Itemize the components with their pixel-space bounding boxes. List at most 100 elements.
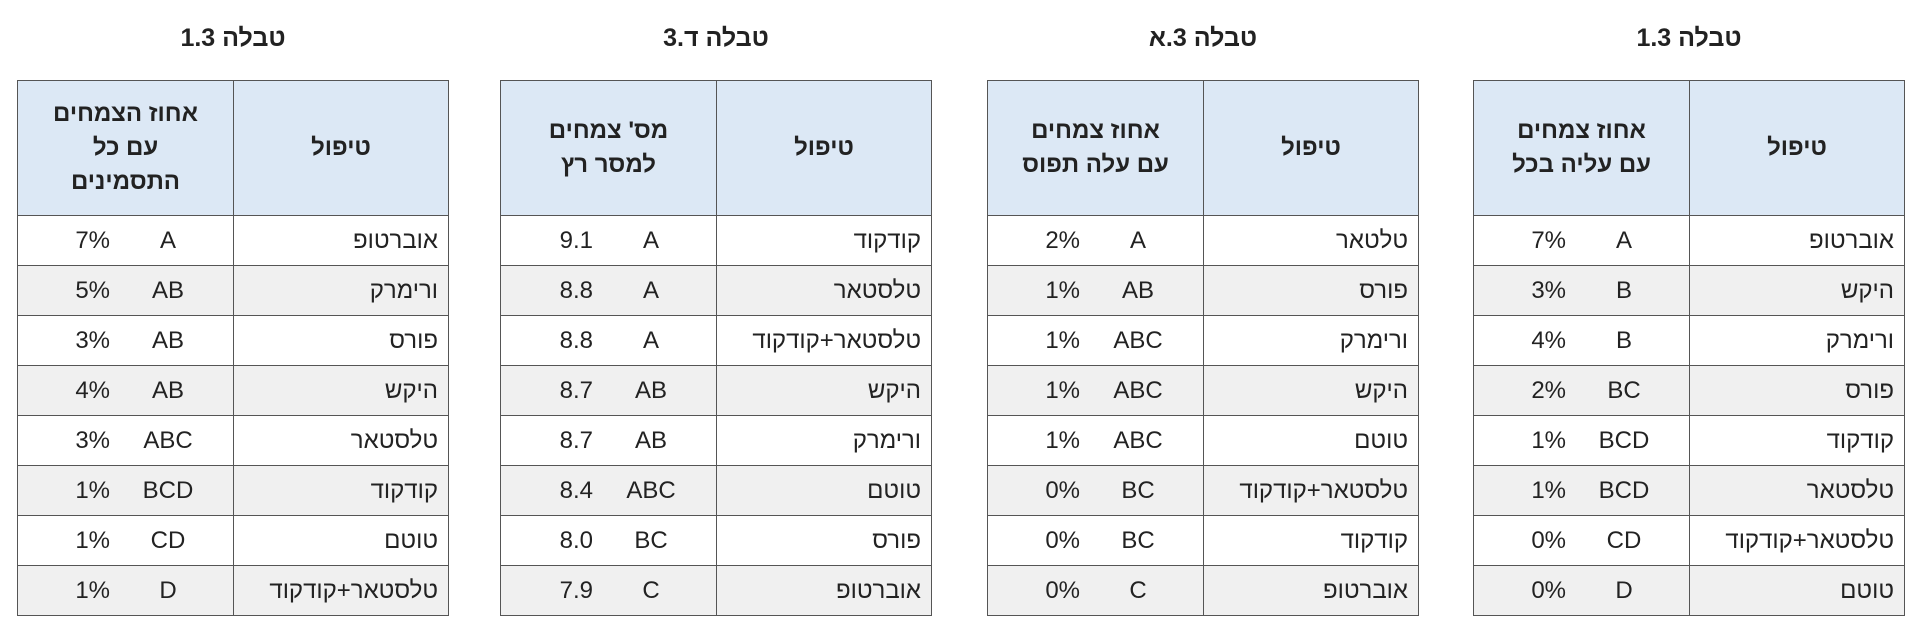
table-row: טלסטאר A 8.8 <box>501 265 931 315</box>
table: טיפול אחוז צמחים עם עלה תפוס טלטאר A 2% פורס AB… <box>987 80 1419 616</box>
metric-cell: CD 0% <box>1474 516 1689 565</box>
treatment-cell: היקש <box>1689 266 1904 315</box>
header-row: טיפול אחוז צמחים עם עלה תפוס <box>988 81 1418 215</box>
metric-value: 8.7 <box>559 377 593 404</box>
metric-value: 1% <box>75 577 110 604</box>
metric-value: 4% <box>75 377 110 404</box>
metric-cell: BC 0% <box>988 466 1203 515</box>
metric-value: 1% <box>1045 377 1080 404</box>
header-row: טיפול מס' צמחים למסר רץ <box>501 81 931 215</box>
table-row: קודקוד A 9.1 <box>501 215 931 265</box>
metric-cell: B 3% <box>1474 266 1689 315</box>
table-row: ורימרק AB 8.7 <box>501 415 931 465</box>
metric-cell: AB 3% <box>18 316 233 365</box>
header-line: עם עלה תפוס <box>1022 151 1169 178</box>
header-cell: אחוז צמחים עם עליה בכל <box>1474 81 1689 215</box>
metric-value: 8.8 <box>559 327 593 354</box>
treatment-cell: קודקוד <box>1203 516 1418 565</box>
metric-cell: AB 1% <box>988 266 1203 315</box>
metric-cell: ABC 1% <box>988 316 1203 365</box>
metric-cell: A 8.8 <box>501 266 716 315</box>
group-letter: A <box>1129 227 1146 254</box>
table-row: פורס AB 1% <box>988 265 1418 315</box>
metric-cell: AB 4% <box>18 366 233 415</box>
metric-value: 0% <box>1531 577 1566 604</box>
treatment-cell: טלטאר <box>1203 216 1418 265</box>
metric-cell: ABC 3% <box>18 416 233 465</box>
table-row: טלסטאר ABC 3% <box>18 415 448 465</box>
table-row: טוטם ABC 1% <box>988 415 1418 465</box>
table-row: טלסטאר BCD 1% <box>1474 465 1904 515</box>
header-line: התסמינים <box>70 168 181 195</box>
table-block: טבלה 3.א טיפול אחוז צמחים עם עלה תפוס טלטאר A… <box>987 0 1419 640</box>
table-row: אוברטופ C 0% <box>988 565 1418 615</box>
metric-value: 0% <box>1045 477 1080 504</box>
metric-cell: A 7% <box>1474 216 1689 265</box>
treatment-cell: טוטם <box>1689 566 1904 615</box>
treatment-cell: טלסטאר+קודקוד <box>716 316 931 365</box>
treatment-cell: ורימרק <box>716 416 931 465</box>
treatment-cell: פורס <box>233 316 448 365</box>
group-letter: A <box>642 277 659 304</box>
header-cell: מס' צמחים למסר רץ <box>501 81 716 215</box>
metric-value: 7% <box>75 227 110 254</box>
group-letter: ABC <box>1113 327 1163 354</box>
treatment-cell: היקש <box>716 366 931 415</box>
table-row: היקש AB 8.7 <box>501 365 931 415</box>
treatment-cell: טלסטאר <box>716 266 931 315</box>
group-letter: BCD <box>142 477 194 504</box>
table-row: היקש AB 4% <box>18 365 448 415</box>
group-letter: BCD <box>1598 477 1650 504</box>
metric-cell: BC 2% <box>1474 366 1689 415</box>
metric-cell: BCD 1% <box>1474 466 1689 515</box>
group-letter: BCD <box>1598 427 1650 454</box>
table-row: ורימרק ABC 1% <box>988 315 1418 365</box>
metric-value: 2% <box>1531 377 1566 404</box>
group-letter: ABC <box>626 477 676 504</box>
metric-value: 1% <box>75 527 110 554</box>
table-row: טוטם ABC 8.4 <box>501 465 931 515</box>
header-line: למסר רץ <box>561 151 656 178</box>
metric-cell: D 0% <box>1474 566 1689 615</box>
header-cell: אחוז צמחים עם עלה תפוס <box>988 81 1203 215</box>
metric-value: 8.8 <box>559 277 593 304</box>
group-letter: A <box>159 227 176 254</box>
header-line: אחוז הצמחים <box>53 100 198 127</box>
metric-value: 5% <box>75 277 110 304</box>
metric-value: 9.1 <box>559 227 593 254</box>
metric-cell: BC 0% <box>988 516 1203 565</box>
table-row: קודקוד BC 0% <box>988 515 1418 565</box>
metric-cell: BCD 1% <box>1474 416 1689 465</box>
table-title: טבלה 1.3 <box>180 24 286 52</box>
metric-cell: BC 8.0 <box>501 516 716 565</box>
group-letter: BC <box>1121 477 1155 504</box>
group-letter: A <box>1615 227 1632 254</box>
metric-cell: A 2% <box>988 216 1203 265</box>
group-letter: A <box>642 227 659 254</box>
table-row: ורימרק AB 5% <box>18 265 448 315</box>
group-letter: CD <box>1606 527 1642 554</box>
group-letter: D <box>159 577 177 604</box>
group-letter: AB <box>151 377 184 404</box>
metric-value: 3% <box>75 427 110 454</box>
metric-value: 8.7 <box>559 427 593 454</box>
table-row: טלסטאר+קודקוד D 1% <box>18 565 448 615</box>
table: טיפול אחוז צמחים עם עליה בכל אוברטופ A 7% היקש… <box>1473 80 1905 616</box>
header-line: עם עליה בכל <box>1512 151 1651 178</box>
table-block: טבלה 1.3 טיפול אחוז צמחים עם עליה בכל אוברטו… <box>1473 0 1905 640</box>
table-title: טבלה 3.א <box>1148 24 1258 52</box>
table-row: אוברטופ A 7% <box>1474 215 1904 265</box>
metric-value: 8.0 <box>559 527 593 554</box>
treatment-cell: טוטם <box>1203 416 1418 465</box>
metric-cell: ABC 1% <box>988 366 1203 415</box>
metric-cell: ABC 1% <box>988 416 1203 465</box>
table-title: טבלה 1.3 <box>1636 24 1742 52</box>
metric-value: 1% <box>75 477 110 504</box>
metric-value: 0% <box>1531 527 1566 554</box>
metric-cell: AB 8.7 <box>501 416 716 465</box>
header-row: טיפול אחוז הצמחים עם כל התסמינים <box>18 81 448 215</box>
metric-value: 0% <box>1045 527 1080 554</box>
treatment-cell: קודקוד <box>1689 416 1904 465</box>
group-letter: ABC <box>1113 427 1163 454</box>
